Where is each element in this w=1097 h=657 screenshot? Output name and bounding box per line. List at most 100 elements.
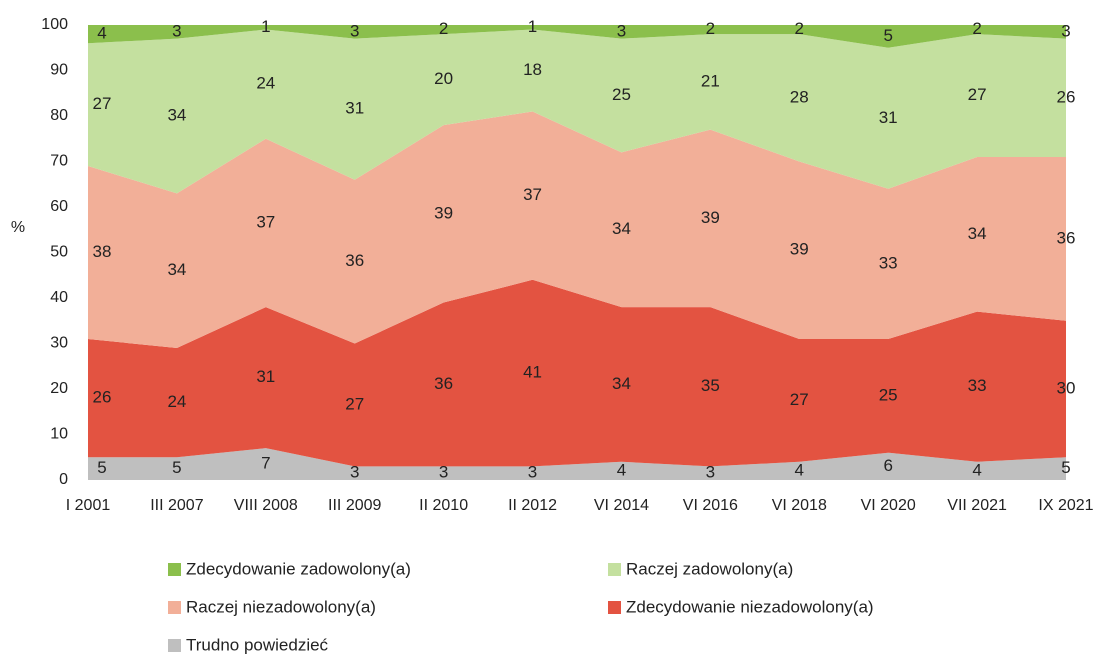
data-label: 27 xyxy=(790,390,809,409)
data-label: 35 xyxy=(701,376,720,395)
data-label: 1 xyxy=(261,17,270,36)
data-label: 6 xyxy=(883,456,892,475)
y-tick-label: 0 xyxy=(59,471,68,488)
data-label: 3 xyxy=(350,463,359,482)
data-label: 5 xyxy=(1061,458,1070,477)
x-tick-label: VI 2018 xyxy=(772,497,827,514)
data-label: 4 xyxy=(97,24,106,43)
data-label: 25 xyxy=(879,385,898,404)
x-tick-label: VI 2020 xyxy=(861,497,916,514)
data-label: 38 xyxy=(93,242,112,261)
data-label: 33 xyxy=(968,376,987,395)
data-label: 2 xyxy=(706,19,715,38)
data-label: 3 xyxy=(172,21,181,40)
legend-label: Zdecydowanie niezadowolony(a) xyxy=(626,597,874,616)
y-tick-label: 30 xyxy=(50,335,68,352)
area xyxy=(88,29,1066,194)
data-label: 33 xyxy=(879,253,898,272)
data-label: 3 xyxy=(528,463,537,482)
data-label: 3 xyxy=(617,21,626,40)
data-label: 2 xyxy=(972,19,981,38)
data-label: 5 xyxy=(172,458,181,477)
y-tick-label: 60 xyxy=(50,198,68,215)
data-label: 39 xyxy=(701,208,720,227)
y-tick-label: 90 xyxy=(50,62,68,79)
area xyxy=(88,25,1066,48)
x-tick-label: VII 2021 xyxy=(947,497,1007,514)
y-tick-label: 40 xyxy=(50,289,68,306)
legend-swatch xyxy=(168,639,181,652)
data-label: 2 xyxy=(439,19,448,38)
data-label: 20 xyxy=(434,69,453,88)
legend-label: Raczej zadowolony(a) xyxy=(626,559,793,578)
data-label: 37 xyxy=(523,185,542,204)
area xyxy=(88,448,1066,480)
data-label: 27 xyxy=(93,94,112,113)
x-tick-label: III 2007 xyxy=(150,497,203,514)
data-label: 31 xyxy=(879,108,898,127)
data-label: 31 xyxy=(256,367,275,386)
data-label: 36 xyxy=(345,251,364,270)
data-label: 21 xyxy=(701,71,720,90)
data-label: 36 xyxy=(434,374,453,393)
data-label: 31 xyxy=(345,99,364,118)
legend-label: Trudno powiedzieć xyxy=(186,635,329,654)
data-label: 30 xyxy=(1057,378,1076,397)
data-label: 5 xyxy=(97,458,106,477)
y-tick-label: 50 xyxy=(50,244,68,261)
y-tick-label: 70 xyxy=(50,153,68,170)
data-label: 24 xyxy=(167,392,186,411)
data-label: 4 xyxy=(617,460,626,479)
legend-label: Zdecydowanie zadowolony(a) xyxy=(186,559,411,578)
data-label: 3 xyxy=(1061,21,1070,40)
y-tick-label: 10 xyxy=(50,426,68,443)
data-label: 34 xyxy=(167,260,186,279)
data-label: 3 xyxy=(439,463,448,482)
data-label: 28 xyxy=(790,87,809,106)
x-tick-label: VI 2016 xyxy=(683,497,738,514)
area xyxy=(88,279,1066,467)
data-label: 1 xyxy=(528,17,537,36)
data-label: 3 xyxy=(706,463,715,482)
legend-swatch xyxy=(168,601,181,614)
y-axis-label: % xyxy=(11,219,25,236)
x-tick-label: I 2001 xyxy=(66,497,111,514)
data-label: 2 xyxy=(795,19,804,38)
data-label: 7 xyxy=(261,454,270,473)
data-label: 18 xyxy=(523,60,542,79)
legend-swatch xyxy=(608,601,621,614)
legend-swatch xyxy=(168,563,181,576)
data-label: 3 xyxy=(350,21,359,40)
data-label: 37 xyxy=(256,212,275,231)
data-label: 4 xyxy=(795,460,804,479)
data-label: 34 xyxy=(167,105,186,124)
data-label: 27 xyxy=(345,394,364,413)
data-label: 5 xyxy=(883,26,892,45)
x-tick-label: II 2012 xyxy=(508,497,557,514)
data-label: 34 xyxy=(612,374,631,393)
data-label: 26 xyxy=(1057,87,1076,106)
data-label: 34 xyxy=(612,219,631,238)
data-label: 41 xyxy=(523,363,542,382)
data-label: 24 xyxy=(256,74,275,93)
data-label: 36 xyxy=(1057,228,1076,247)
y-tick-label: 20 xyxy=(50,380,68,397)
y-tick-label: 100 xyxy=(41,16,68,33)
x-tick-label: III 2009 xyxy=(328,497,381,514)
x-tick-label: VI 2014 xyxy=(594,497,649,514)
x-tick-label: VIII 2008 xyxy=(234,497,298,514)
data-label: 27 xyxy=(968,85,987,104)
legend-swatch xyxy=(608,563,621,576)
data-label: 4 xyxy=(972,460,981,479)
legend-label: Raczej niezadowolony(a) xyxy=(186,597,376,616)
data-label: 26 xyxy=(93,388,112,407)
x-tick-label: II 2010 xyxy=(419,497,468,514)
y-tick-label: 80 xyxy=(50,107,68,124)
data-label: 34 xyxy=(968,224,987,243)
area xyxy=(88,111,1066,349)
data-label: 39 xyxy=(434,203,453,222)
x-tick-label: IX 2021 xyxy=(1038,497,1093,514)
data-label: 25 xyxy=(612,85,631,104)
data-label: 39 xyxy=(790,240,809,259)
